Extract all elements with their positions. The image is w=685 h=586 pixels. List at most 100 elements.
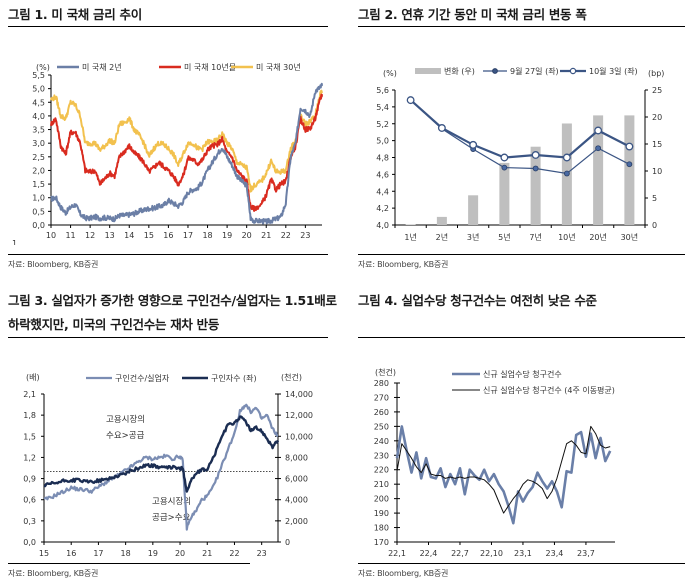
y-tick-label: 210: [374, 480, 389, 489]
point-2-3년: [469, 140, 478, 149]
y-right-tick-label: 12,000: [285, 411, 313, 420]
series-line-미-국채-30년: [50, 89, 323, 193]
x-tick-label: 22,7: [451, 549, 469, 557]
figure-2-bottom-rule: [358, 254, 685, 255]
x-tick-label: 15: [39, 549, 49, 557]
legend-label-2: 신규 실업수당 청구건수 (4주 이동평균): [483, 385, 615, 395]
x-tick-label: 22: [281, 231, 291, 240]
chart-3-job-openings: 0,0 0,3 0,6 0,9 1,2 1,5 1,8 2,1 0 2,000 4,000 6,000…: [23, 372, 313, 557]
point-2-2년: [437, 124, 446, 132]
y-right-tick-label: 5: [652, 194, 657, 203]
y-right-tick-label: 14,000: [285, 390, 313, 399]
y-axis-unit: (천건): [375, 367, 396, 377]
figure-1-top-rule: [8, 26, 328, 27]
series-line-initial-claims: [395, 425, 612, 525]
x-tick-label: 5년: [498, 232, 510, 242]
legend-swatch-bar: [415, 68, 441, 74]
y-tick-label: 4,5: [32, 98, 45, 107]
x-tick-label: 10: [46, 231, 56, 240]
y-right-tick-label: 4,000: [285, 496, 308, 505]
y-tick-label: 190: [374, 509, 389, 518]
x-tick-label: 20년: [589, 232, 607, 242]
annotation-demand-gt-supply-line-2: 수요>공급: [106, 431, 145, 441]
legend-label-1: 미 국채 2년: [82, 62, 122, 72]
x-tick-label: 21: [202, 549, 212, 557]
legend-label-3: 미 국채 30년: [256, 62, 301, 72]
point-1-20년: [595, 145, 602, 152]
y-tick-label: 220: [374, 466, 389, 475]
bar-20년: [593, 115, 604, 225]
series-line-4wk-average: [396, 425, 611, 514]
y-left-tick-label: 4,8: [376, 154, 389, 163]
figure-3-source: 자료: Bloomberg, KB증권: [8, 569, 99, 578]
y-tick-label: 1,0: [32, 194, 45, 203]
series-line-1: [410, 99, 630, 175]
footnote-mark: 1_: [12, 239, 22, 245]
chart-1-treasury-yields: 0,0 0,5 1,0 1,5 2,0 2,5 3,0 3,5 4,0 4,5 5,0 5,5 10 11…: [12, 62, 323, 245]
y-tick-label: 0,0: [32, 221, 45, 230]
figure-3-title-line-2: 하락했지만, 미국의 구인건수는 재차 반등: [8, 317, 220, 332]
point-2-20년: [594, 126, 603, 135]
legend-label-1: 신규 실업수당 청구건수: [483, 369, 562, 379]
y-tick-label: 180: [374, 524, 389, 533]
x-tick-label: 18: [202, 231, 212, 240]
legend-label-1: 구인건수/실업자: [115, 373, 170, 383]
figure-2-source: 자료: Bloomberg, KB증권: [358, 260, 449, 269]
y-right-tick-label: 2,000: [285, 517, 308, 526]
series-line-ratio: [43, 403, 279, 531]
y-right-tick-label: 10,000: [285, 432, 313, 441]
bar-3년: [468, 195, 479, 225]
y-tick-label: 170: [374, 538, 389, 547]
series-line-job-openings: [43, 415, 280, 493]
figure-2-top-rule: [358, 26, 685, 27]
y-right-tick-label: 20: [652, 113, 662, 122]
chart-4-jobless-claims: 170 180 190 200 210 220 230 240 250 260 270 280 22,1…: [374, 367, 615, 557]
y-left-tick-label: 0,3: [23, 517, 36, 526]
legend-label-2: 구인자수 (좌): [211, 373, 257, 383]
y-left-tick-label: 1,8: [23, 411, 36, 420]
y-left-tick-label: 1,5: [23, 432, 36, 441]
figure-4-bottom-rule: [358, 563, 685, 564]
annotation-supply-gt-demand-line-2: 공급>수요: [152, 513, 191, 523]
point-1-10년: [563, 170, 570, 177]
x-tick-label: 22,10: [480, 549, 503, 557]
legend-label-bar: 변화 (우): [444, 66, 475, 76]
figure-3-title-line-1: 그림 3. 실업자가 증가한 영향으로 구인건수/실업자는 1.51배로: [8, 293, 337, 308]
figure-1-source: 자료: Bloomberg, KB증권: [8, 260, 99, 269]
figure-3-top-rule: [8, 337, 328, 338]
y-tick-label: 3,5: [32, 126, 45, 135]
x-tick-label: 17: [93, 549, 103, 557]
y-left-tick-label: 0,9: [23, 475, 36, 484]
figure-1-title: 그림 1. 미 국채 금리 추이: [8, 7, 142, 22]
bar-5년: [499, 162, 510, 225]
x-tick-label: 23: [300, 231, 310, 240]
x-tick-label: 15: [144, 231, 154, 240]
point-2-1년: [406, 96, 415, 105]
bar-2년: [436, 216, 447, 225]
y-tick-label: 280: [374, 379, 389, 388]
y-left-unit: (%): [383, 69, 397, 78]
point-1-30년: [626, 161, 633, 168]
y-tick-label: 270: [374, 393, 389, 402]
y-right-tick-label: 6,000: [285, 475, 308, 484]
x-tick-label: 1년: [404, 232, 416, 242]
y-tick-label: 260: [374, 408, 389, 417]
x-tick-label: 20: [242, 231, 252, 240]
y-tick-label: 250: [374, 422, 389, 431]
x-tick-label: 10년: [558, 232, 576, 242]
y-tick-label: 4,0: [32, 112, 45, 121]
x-tick-label: 21: [261, 231, 271, 240]
x-tick-label: 23,7: [577, 549, 595, 557]
y-tick-label: 200: [374, 495, 389, 504]
y-left-tick-label: 0,6: [23, 496, 36, 505]
point-2-30년: [625, 142, 634, 151]
y-axis-unit: (%): [36, 63, 50, 72]
x-tick-label: 18: [121, 549, 131, 557]
y-right-tick-label: 15: [652, 140, 662, 149]
annotation-supply-gt-demand-line-1: 고용시장의: [152, 496, 191, 507]
x-tick-label: 17: [183, 231, 193, 240]
figure-4-top-rule: [358, 337, 685, 338]
legend-marker-line-2: [569, 67, 577, 75]
figure-4-title: 그림 4. 실업수당 청구건수는 여전히 낮은 수준: [358, 293, 597, 308]
figure-3-bottom-rule: [8, 563, 250, 564]
